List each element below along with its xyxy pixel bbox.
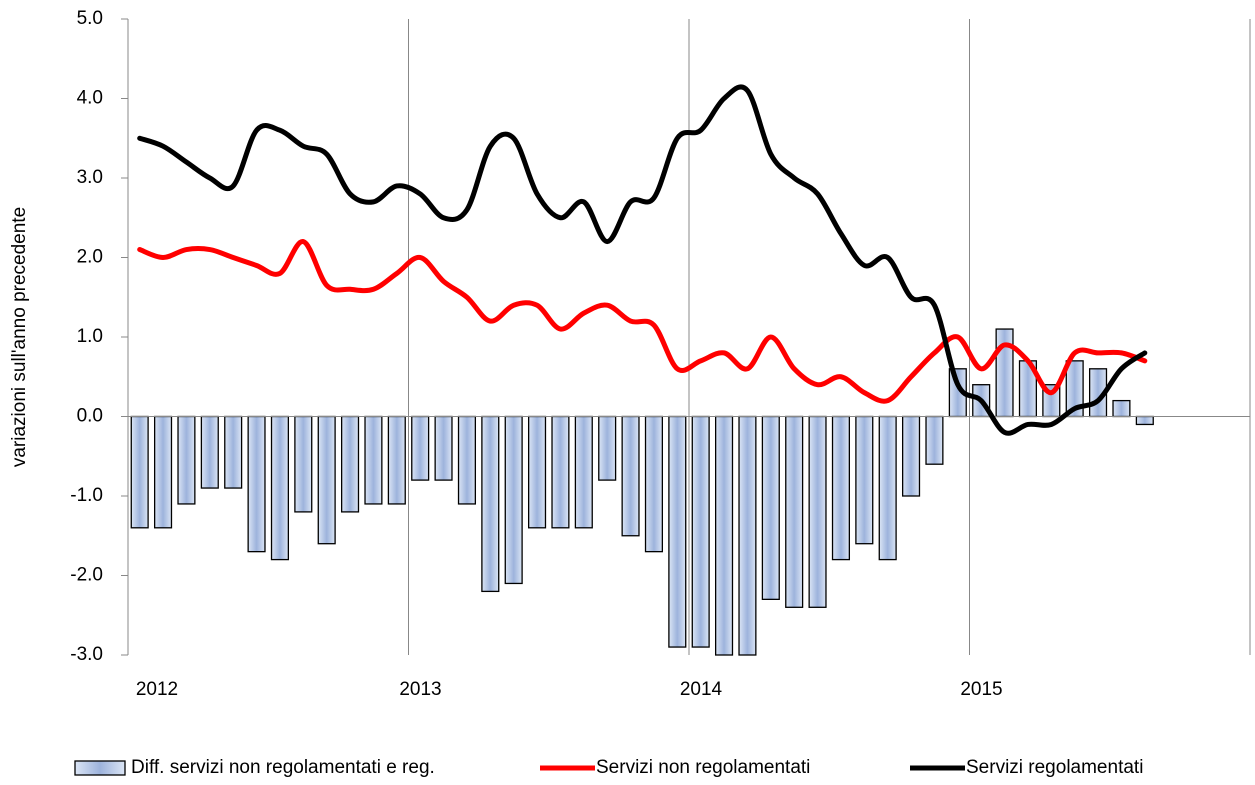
x-tick-label: 2014 <box>680 679 723 700</box>
bar <box>200 415 219 489</box>
bar <box>925 415 944 465</box>
bar <box>551 415 570 529</box>
bar <box>317 415 336 545</box>
bar <box>668 415 687 648</box>
bar <box>995 328 1014 418</box>
bar <box>504 415 523 585</box>
y-tick-label: -3.0 <box>70 644 103 665</box>
y-tick-label: 3.0 <box>77 167 103 188</box>
bar <box>808 415 827 608</box>
legend-label: Servizi regolamentati <box>966 757 1143 778</box>
bar <box>481 415 500 593</box>
bar <box>878 415 897 561</box>
bar <box>598 415 617 481</box>
bar <box>270 415 290 561</box>
y-tick-label: 5.0 <box>77 8 103 29</box>
y-tick-label: 4.0 <box>77 88 103 109</box>
bar <box>411 415 430 481</box>
bar <box>434 415 453 481</box>
legend-label: Servizi non regolamentati <box>596 757 810 778</box>
y-tick-label: -2.0 <box>70 565 103 586</box>
bar <box>364 415 383 505</box>
bar <box>457 415 477 505</box>
legend-swatch <box>74 760 126 776</box>
bar <box>387 415 406 505</box>
line <box>137 239 1148 404</box>
bar <box>153 415 173 529</box>
bar <box>527 415 547 529</box>
bar <box>714 415 734 656</box>
y-axis-label: variazioni sull'anno precedente <box>9 207 30 467</box>
x-tick-label: 2015 <box>960 679 1002 700</box>
bar <box>224 415 243 489</box>
bar <box>855 415 874 545</box>
bar <box>644 415 664 553</box>
bar <box>294 415 313 513</box>
bar <box>574 415 593 529</box>
bar <box>1112 399 1131 418</box>
y-tick-label: 1.0 <box>77 326 103 347</box>
x-tick-label: 2013 <box>399 679 441 700</box>
line <box>137 84 1148 436</box>
bar <box>621 415 640 537</box>
x-tick-label: 2012 <box>136 679 178 700</box>
bar <box>130 415 149 529</box>
bar <box>247 415 266 553</box>
bar <box>691 415 710 648</box>
bar <box>761 415 780 601</box>
bar <box>785 415 804 608</box>
bar <box>901 415 921 497</box>
bar <box>831 415 851 561</box>
y-tick-label: 2.0 <box>77 247 103 268</box>
bar <box>738 415 757 656</box>
y-tick-label: -1.0 <box>70 485 103 506</box>
y-tick-label: 0.0 <box>77 406 103 427</box>
bar <box>1135 415 1154 426</box>
legend-label: Diff. servizi non regolamentati e reg. <box>131 757 435 778</box>
bar <box>340 415 360 513</box>
bar <box>177 415 196 505</box>
